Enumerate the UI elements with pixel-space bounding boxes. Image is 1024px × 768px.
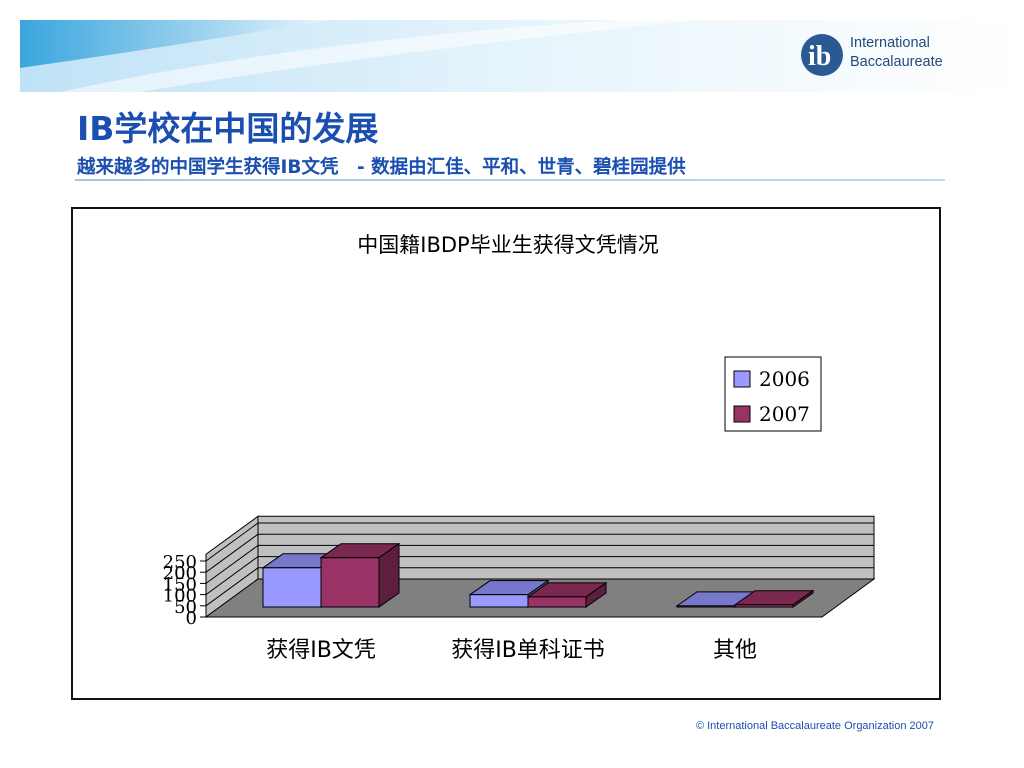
bar-front-face (676, 605, 736, 608)
bar-2007-1 (526, 581, 608, 608)
ib-logo-mark: ib (801, 34, 843, 76)
logo-line1: International (850, 35, 930, 51)
chart-title: 中国籍IBDP毕业生获得文凭情况 (357, 233, 658, 257)
page-subtitle: 越来越多的中国学生获得IB文凭 - 数据由汇佳、平和、世青、碧桂园提供 (77, 157, 686, 178)
legend-label-2006: 2006 (759, 367, 810, 391)
chart-legend: 2006 2007 (724, 356, 822, 432)
legend-label-2007: 2007 (759, 402, 810, 426)
title-block: IB学校在中国的发展 越来越多的中国学生获得IB文凭 - 数据由汇佳、平和、世青… (77, 108, 957, 180)
chart-frame: 中国籍IBDP毕业生获得文凭情况 0 50 100 150 200 250 获得IB文凭 获得… (71, 207, 941, 700)
subtitle-divider (75, 179, 945, 181)
x-category-label: 其他 (713, 638, 757, 663)
bar-2007-2 (733, 589, 815, 608)
bar-2007-0 (319, 542, 401, 608)
y-tick-label: 150 (163, 574, 197, 595)
legend-swatch-2006 (733, 370, 751, 388)
svg-text:ib: ib (808, 41, 831, 72)
gridline-side (205, 533, 259, 573)
y-tick-label: 50 (174, 597, 197, 618)
y-tick-label: 0 (186, 608, 197, 629)
y-tick-label: 100 (163, 586, 197, 607)
ib-logo: ib International Baccalaureate (800, 30, 960, 82)
x-category-label: 获得IB单科证书 (451, 638, 605, 663)
copyright-footer: © International Baccalaureate Organizati… (695, 720, 934, 732)
x-category-label: 获得IB文凭 (266, 638, 376, 663)
bar-front-face (527, 596, 587, 608)
y-tick-label: 200 (163, 563, 197, 584)
gridline-side (205, 556, 259, 596)
page-title: IB学校在中国的发展 (77, 109, 379, 148)
bar-front-face (262, 567, 322, 608)
gridline-side (205, 544, 259, 584)
bar-front-face (469, 594, 529, 608)
bar-front-face (734, 604, 794, 608)
legend-swatch-2007 (733, 405, 751, 423)
bar-front-face (320, 557, 380, 608)
gridline-side (205, 567, 259, 607)
y-tick-label: 250 (163, 552, 197, 573)
logo-line2: Baccalaureate (850, 54, 943, 70)
header-banner (20, 20, 1024, 92)
ib-logo-wordmark: International Baccalaureate (850, 34, 943, 72)
gridline-side (205, 522, 259, 562)
